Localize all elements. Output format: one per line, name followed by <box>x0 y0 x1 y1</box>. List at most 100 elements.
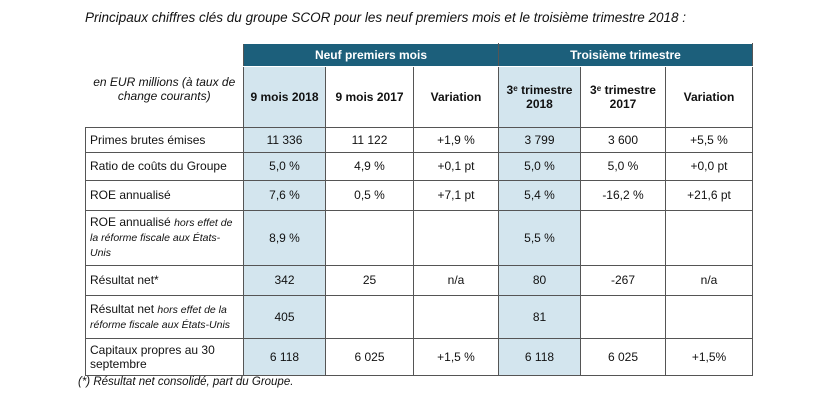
data-row: ROE annualisé 7,6 % 0,5 % +7,1 pt 5,4 % -16,2… <box>85 179 753 211</box>
value-cell: 7,6 % <box>243 179 326 211</box>
cell-text: -16,2 % <box>602 188 644 202</box>
value-cell <box>665 294 753 339</box>
cell-text: +0,0 pt <box>690 159 728 173</box>
value-cell: 5,4 % <box>498 179 581 211</box>
value-cell: 6 118 <box>243 337 326 376</box>
data-row: Ratio de coûts du Groupe 5,0 % 4,9 % +0,1 p… <box>85 151 753 181</box>
value-cell: 6 025 <box>580 337 666 376</box>
column-header: 9 mois 2017 <box>325 66 414 128</box>
cell-text: 9 mois 2018 <box>250 89 319 104</box>
value-cell: +1,5% <box>665 337 753 376</box>
row-label: Capitaux propres au 30 septembre <box>85 337 244 376</box>
cell-text: 7,6 % <box>269 188 300 202</box>
cell-text: +5,5 % <box>690 132 728 147</box>
value-cell <box>325 209 414 266</box>
cell-text: hors effet de la réforme fiscale aux Éta… <box>90 303 231 331</box>
cell-text: 3ᵉ trimestre 2017 <box>590 82 656 111</box>
value-cell: 3 799 <box>498 126 581 153</box>
value-cell: 6 118 <box>498 337 581 376</box>
value-cell <box>413 209 499 266</box>
cell-text: 81 <box>532 309 547 324</box>
cell-text: 8,9 % <box>269 230 300 245</box>
data-row: Capitaux propres au 30 septembre 6 118 6 0… <box>85 337 753 376</box>
value-cell: 11 122 <box>325 126 414 153</box>
value-cell: n/a <box>665 264 753 296</box>
cell-text: Primes brutes émises <box>90 132 206 147</box>
value-cell: +7,1 pt <box>413 179 499 211</box>
value-cell: 8,9 % <box>243 209 326 266</box>
row-label: ROE annualisé hors effet de la réforme f… <box>85 209 244 266</box>
title: Principaux chiffres clés du groupe SCOR … <box>85 10 687 25</box>
value-cell: -267 <box>580 264 666 296</box>
blank-cell <box>86 44 244 67</box>
group-header: Troisième trimestre <box>498 43 753 67</box>
cell-text: 3 600 <box>607 132 639 147</box>
value-cell: +1,5 % <box>413 337 499 376</box>
cell-text: 6 025 <box>607 349 639 364</box>
value-cell: +0,0 pt <box>665 151 753 181</box>
footnote: (*) Résultat net consolidé, part du Grou… <box>78 376 294 388</box>
group-row: Neuf premiers mois Troisième trimestre <box>86 43 753 67</box>
cell-text: +1,9 % <box>437 132 475 147</box>
value-cell: +0,1 pt <box>413 151 499 181</box>
value-cell <box>580 209 666 266</box>
cell-text: 25 <box>362 273 377 287</box>
group-header: Neuf premiers mois <box>243 43 499 67</box>
value-cell: 11 336 <box>243 126 326 153</box>
cell-text: 4,9 % <box>354 159 385 173</box>
cell-text: en EUR millions (à taux de change couran… <box>93 74 236 103</box>
cell-text: n/a <box>700 273 718 287</box>
cell-text: 6 118 <box>269 349 300 364</box>
column-header: Variation <box>413 66 499 128</box>
cell-text: Ratio de coûts du Groupe <box>90 159 227 173</box>
column-header: 9 mois 2018 <box>243 66 326 128</box>
cell-text: ROE annualisé <box>90 188 171 202</box>
cell-text: Neuf premiers mois <box>314 48 428 62</box>
cell-text: Résultat net <box>90 301 155 316</box>
cell-text: ROE annualisé <box>90 215 171 229</box>
value-cell <box>665 209 753 266</box>
cell-text: 5,0 % <box>524 159 555 173</box>
value-cell: 81 <box>498 294 581 339</box>
cell-text: 342 <box>274 273 295 287</box>
cell-text: Troisième trimestre <box>570 48 681 62</box>
column-header: 3ᵉ trimestre 2017 <box>580 66 666 128</box>
column-header: Variation <box>665 66 753 128</box>
value-cell: 5,0 % <box>498 151 581 181</box>
value-cell: 6 025 <box>325 337 414 376</box>
cell-text: 11 122 <box>351 132 388 147</box>
cell-text: +1,5 % <box>437 349 475 364</box>
value-cell: 5,5 % <box>498 209 581 266</box>
cell-text: Capitaux propres au 30 septembre <box>90 342 215 371</box>
cell-text: +7,1 pt <box>437 188 475 202</box>
value-cell <box>413 294 499 339</box>
value-cell: 342 <box>243 264 326 296</box>
value-cell: 4,9 % <box>325 151 414 181</box>
value-cell: 0,5 % <box>325 179 414 211</box>
value-cell: +1,9 % <box>413 126 499 153</box>
cell-text: 6 025 <box>354 349 385 364</box>
value-cell: -16,2 % <box>580 179 666 211</box>
value-cell: 5,0 % <box>243 151 326 181</box>
row-label: Primes brutes émises <box>85 126 244 153</box>
column-header: 3ᵉ trimestre 2018 <box>498 66 581 128</box>
row-label: Résultat net hors effet de la réforme fi… <box>85 294 244 339</box>
value-cell: 25 <box>325 264 414 296</box>
cell-text: 405 <box>274 309 295 324</box>
data-row: Primes brutes émises 11 336 11 122 +1,9 % 3 … <box>85 126 753 153</box>
cell-text: 5,0 % <box>269 159 300 173</box>
data-row: ROE annualisé hors effet de la réforme f… <box>85 209 753 266</box>
cell-text: 0,5 % <box>354 188 385 202</box>
cell-text: 3ᵉ trimestre 2018 <box>506 82 573 111</box>
value-cell <box>325 294 414 339</box>
data-row: Résultat net hors effet de la réforme fi… <box>85 294 753 339</box>
cell-text: 5,5 % <box>524 230 555 245</box>
label-header: en EUR millions (à taux de change couran… <box>86 67 244 128</box>
value-cell: 80 <box>498 264 581 296</box>
cell-text: 3 799 <box>524 132 555 147</box>
row-label: Ratio de coûts du Groupe <box>85 151 244 181</box>
value-cell: n/a <box>413 264 499 296</box>
cell-text: 5,0 % <box>607 159 639 173</box>
header-row: en EUR millions (à taux de change couran… <box>86 66 753 128</box>
